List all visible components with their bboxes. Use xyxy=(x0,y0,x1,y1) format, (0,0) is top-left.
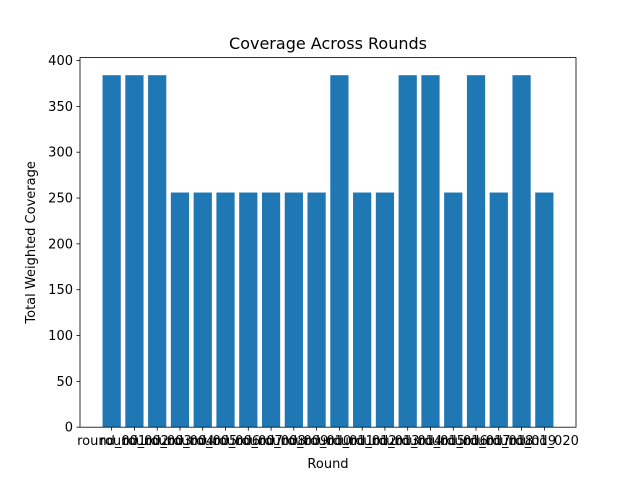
x-tick-label: round_011 xyxy=(305,434,374,449)
chart-title: Coverage Across Rounds xyxy=(229,34,427,53)
plot-frame xyxy=(79,57,577,428)
x-tick-label: round_002 xyxy=(100,434,169,449)
bars-group xyxy=(102,75,554,428)
x-tick-label: round_001 xyxy=(77,434,146,449)
bar-round_015 xyxy=(421,75,440,428)
y-tick-label: 250 xyxy=(48,192,73,207)
bar-round_019 xyxy=(512,75,531,428)
bar-round_014 xyxy=(398,75,417,428)
bar-round_003 xyxy=(148,75,167,428)
y-tick-label: 300 xyxy=(48,146,73,161)
x-tick-label: round_004 xyxy=(145,434,214,449)
y-tick-label: 0 xyxy=(65,421,73,436)
x-tick-label: round_010 xyxy=(282,434,351,449)
bar-round_009 xyxy=(284,192,303,428)
x-tick-label: round_016 xyxy=(419,434,488,449)
x-tick-label: round_020 xyxy=(510,434,579,449)
y-axis-ticks: 0 50 100 150 200 250 300 350 400 xyxy=(48,54,80,436)
x-axis-label: Round xyxy=(307,457,348,472)
x-tick-label: round_003 xyxy=(123,434,192,449)
y-tick-label: 100 xyxy=(48,329,73,344)
x-tick-label: round_019 xyxy=(487,434,556,449)
bar-round_016 xyxy=(444,192,463,428)
bar-round_004 xyxy=(170,192,190,428)
bar-round_012 xyxy=(353,192,372,428)
bar-round_010 xyxy=(307,192,326,428)
x-axis-ticks: round_001round_002round_003round_004roun… xyxy=(77,427,579,449)
y-tick-label: 200 xyxy=(48,237,73,252)
x-tick-label: round_007 xyxy=(214,434,283,449)
x-tick-label: round_012 xyxy=(328,434,397,449)
bar-round_013 xyxy=(375,192,395,428)
bar-round_002 xyxy=(125,75,144,428)
bar-round_005 xyxy=(193,192,212,428)
bar-round_018 xyxy=(489,192,508,428)
y-axis-label: Total Weighted Coverage xyxy=(24,161,39,324)
x-tick-label: round_017 xyxy=(441,434,510,449)
x-tick-label: round_009 xyxy=(259,434,328,449)
bar-round_011 xyxy=(330,75,349,428)
y-tick-label: 50 xyxy=(56,375,73,390)
bar-round_006 xyxy=(216,192,235,428)
x-tick-label: round_006 xyxy=(191,434,260,449)
bar-round_008 xyxy=(261,192,281,428)
bar-round_020 xyxy=(535,192,554,428)
x-tick-label: round_008 xyxy=(237,434,306,449)
x-tick-label: round_005 xyxy=(168,434,237,449)
x-tick-label: round_018 xyxy=(464,434,533,449)
bar-round_017 xyxy=(466,75,486,428)
y-tick-label: 400 xyxy=(48,54,73,69)
y-tick-label: 150 xyxy=(48,283,73,298)
x-tick-label: round_014 xyxy=(373,434,442,449)
x-tick-label: round_015 xyxy=(396,434,465,449)
bar-round_001 xyxy=(102,75,121,428)
x-tick-label: round_013 xyxy=(350,434,419,449)
bar-round_007 xyxy=(239,192,258,428)
y-tick-label: 350 xyxy=(48,100,73,115)
